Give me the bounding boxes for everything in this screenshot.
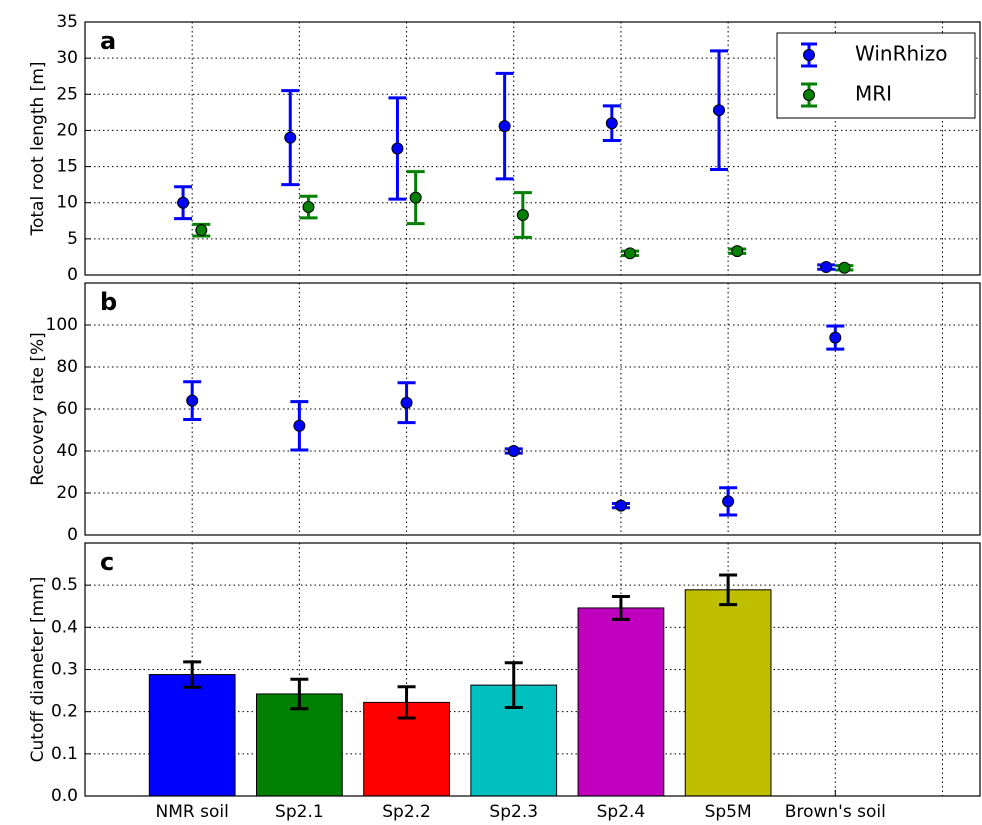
y-tick-label: 0.5: [51, 575, 78, 595]
panel-label: a: [100, 27, 116, 55]
plot-frame: [84, 542, 981, 797]
point: [507, 445, 520, 457]
legend-label: MRI: [855, 82, 892, 106]
point: [713, 104, 726, 117]
y-tick-label: 0.1: [51, 744, 78, 764]
bar: [255, 693, 343, 797]
x-tick-label: Sp2.1: [275, 802, 324, 821]
y-tick-label: 0: [67, 265, 78, 285]
x-tick-label: Sp5M: [705, 802, 752, 821]
point: [838, 261, 851, 274]
x-tick-label: Sp2.2: [382, 802, 431, 821]
bar: [148, 674, 236, 797]
x-tick-label: Sp2.3: [489, 802, 538, 821]
point: [614, 499, 627, 512]
plot-frame: [84, 282, 981, 536]
y-tick-label: 35: [56, 12, 78, 32]
y-tick-label: 0.0: [51, 786, 78, 806]
point: [400, 396, 413, 409]
point: [293, 419, 306, 432]
point: [391, 142, 404, 155]
y-tick-label: 30: [56, 48, 78, 68]
y-tick-label: 10: [56, 193, 78, 213]
point: [829, 331, 842, 344]
bar: [577, 607, 665, 797]
y-axis-label: Cutoff diameter [mm]: [28, 577, 48, 763]
point: [624, 247, 637, 260]
y-tick-label: 0: [67, 525, 78, 545]
point: [409, 191, 422, 204]
point: [722, 495, 735, 508]
point: [498, 120, 511, 133]
panel-label: b: [100, 288, 117, 316]
y-tick-label: 0.2: [51, 702, 78, 722]
legend-marker: [803, 89, 815, 101]
y-tick-label: 5: [67, 229, 78, 249]
y-axis-label: Recovery rate [%]: [28, 332, 48, 486]
point: [186, 394, 199, 407]
y-tick-label: 40: [56, 441, 78, 461]
panel-label: c: [100, 548, 114, 576]
point: [284, 131, 297, 144]
y-tick-label: 80: [56, 357, 78, 377]
legend-label: WinRhizo: [855, 42, 947, 66]
point: [820, 261, 833, 274]
point: [516, 209, 529, 222]
y-tick-label: 20: [56, 483, 78, 503]
bar: [684, 589, 772, 797]
x-tick-label: Brown's soil: [785, 802, 886, 821]
y-tick-label: 60: [56, 399, 78, 419]
x-tick-label: NMR soil: [156, 802, 229, 821]
point: [302, 201, 315, 214]
y-tick-label: 20: [56, 120, 78, 140]
plot-frame: [84, 21, 981, 276]
point: [195, 224, 208, 237]
y-axis-label: Total root length [m]: [28, 61, 48, 236]
y-tick-label: 15: [56, 157, 78, 177]
point: [177, 196, 190, 209]
y-tick-label: 0.4: [51, 617, 78, 637]
point: [731, 245, 744, 258]
point: [605, 117, 618, 130]
y-tick-label: 0.3: [51, 660, 78, 680]
y-tick-label: 25: [56, 84, 78, 104]
x-tick-label: Sp2.4: [597, 802, 646, 821]
y-tick-label: 100: [46, 315, 78, 335]
legend-marker: [803, 49, 815, 61]
